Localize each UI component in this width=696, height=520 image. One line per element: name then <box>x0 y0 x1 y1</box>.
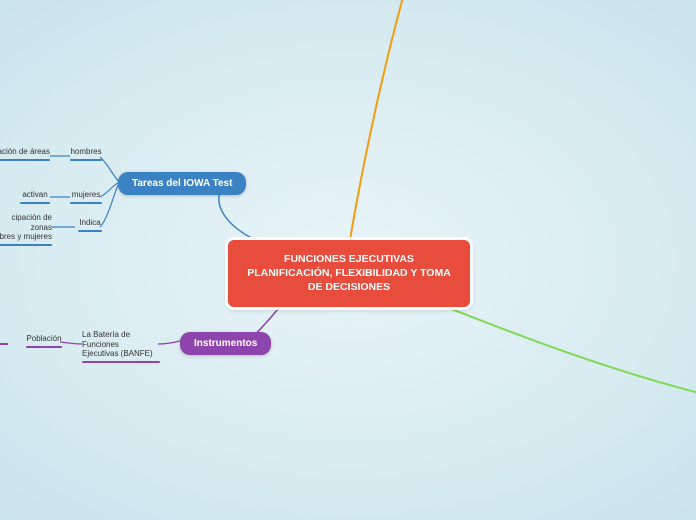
leaf-activan-text: activan <box>22 190 47 199</box>
leaf-activan[interactable]: activan <box>20 190 50 204</box>
leaf-activacion-text: ivación de áreas <box>0 147 50 156</box>
leaf-banfe-text: La Batería de Funciones Ejecutivas (BANF… <box>82 330 153 358</box>
leaf-participacion-text: cipación de zonas bres y mujeres <box>0 213 52 241</box>
leaf-activacion[interactable]: ivación de áreas <box>0 147 50 161</box>
leaf-participacion[interactable]: cipación de zonas bres y mujeres <box>0 213 52 246</box>
branch-iowa-label: Tareas del IOWA Test <box>132 178 232 189</box>
leaf-indica[interactable]: Indica <box>78 218 102 232</box>
central-topic-text: FUNCIONES EJECUTIVAS PLANIFICACIÓN, FLEX… <box>247 253 451 293</box>
branch-instrumentos-label: Instrumentos <box>194 338 257 349</box>
leaf-mujeres-text: mujeres <box>72 190 100 199</box>
leaf-poblacion[interactable]: Población <box>26 334 62 348</box>
leaf-mujeres[interactable]: mujeres <box>70 190 102 204</box>
central-topic[interactable]: FUNCIONES EJECUTIVAS PLANIFICACIÓN, FLEX… <box>228 240 470 307</box>
branch-iowa[interactable]: Tareas del IOWA Test <box>118 172 246 195</box>
leaf-indica-text: Indica <box>79 218 100 227</box>
leaf-banfe[interactable]: La Batería de Funciones Ejecutivas (BANF… <box>82 330 160 363</box>
leaf-poblacion-text: Población <box>26 334 61 343</box>
branch-instrumentos[interactable]: Instrumentos <box>180 332 271 355</box>
leaf-hombres[interactable]: hombres <box>70 147 102 161</box>
leaf-hombres-text: hombres <box>70 147 101 156</box>
mindmap-canvas: FUNCIONES EJECUTIVAS PLANIFICACIÓN, FLEX… <box>0 0 696 520</box>
